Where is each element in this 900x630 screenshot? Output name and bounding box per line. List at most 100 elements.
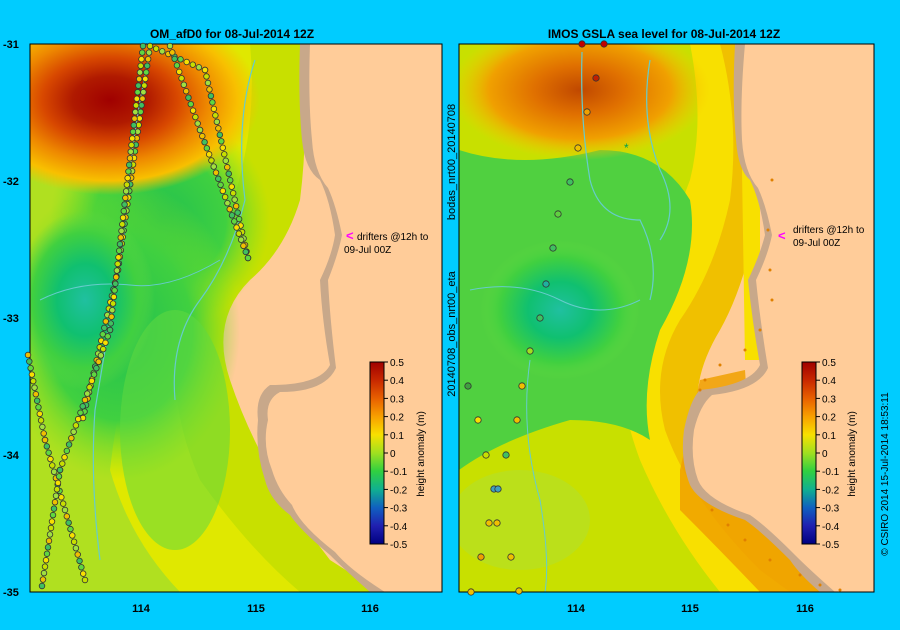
drifter-marker: [97, 352, 105, 359]
drifter-marker: [219, 144, 226, 151]
colorbar-tick-label: 0.4: [822, 376, 836, 387]
drifter-marker: [138, 102, 145, 109]
drifter-marker: [40, 430, 47, 437]
drifter-marker: [109, 306, 116, 314]
x-tick-label: 115: [681, 603, 699, 615]
colorbar-tick-label: -0.5: [822, 540, 840, 551]
drifter-marker: [42, 557, 50, 564]
drifter-marker: [130, 122, 137, 129]
drifter-marker: [467, 588, 475, 596]
drifter-marker: [114, 260, 121, 268]
drifter-marker: [127, 148, 134, 155]
drifter-marker: [134, 89, 141, 96]
right-colorbar: [801, 361, 817, 545]
drifter-marker: [117, 234, 124, 241]
x-tick-label: 116: [361, 603, 379, 615]
drifter-marker: [65, 441, 73, 448]
drifter-marker: [233, 224, 240, 231]
drifter-marker: [139, 95, 146, 102]
drifter-marker: [201, 138, 208, 146]
drifter-marker: [171, 55, 178, 63]
drifter-marker: [52, 492, 60, 499]
drifter-marker: [81, 576, 89, 584]
drifter-marker: [210, 105, 218, 113]
drifter-marker: [201, 66, 209, 74]
left-colorbar: [369, 361, 385, 545]
coastal-marker: [768, 268, 772, 272]
drifter-marker: [99, 345, 107, 353]
drifter-marker: [59, 460, 66, 467]
colorbar-tick-label: 0.2: [390, 413, 404, 424]
drifter-marker: [542, 280, 550, 288]
drifter-marker: [120, 207, 128, 215]
drifter-marker: [222, 157, 229, 164]
drifter-marker: [144, 55, 152, 63]
drifter-marker: [244, 254, 252, 262]
drifter-marker: [27, 364, 34, 372]
drifter-marker: [131, 115, 138, 122]
drifter-marker: [195, 64, 203, 71]
drifter-marker: [574, 144, 582, 152]
drifter-marker: [53, 486, 61, 493]
drifter-marker: [44, 544, 52, 551]
colorbar-tick-label: -0.4: [822, 522, 840, 533]
drifter-marker: [234, 209, 241, 216]
drifter-marker: [502, 451, 510, 459]
y-tick-label: -31: [3, 39, 19, 51]
drifter-marker: [109, 300, 117, 307]
drifter-marker: [124, 174, 131, 182]
drifter-marker: [104, 333, 111, 340]
drifter-marker: [41, 436, 49, 444]
drifter-marker: [212, 112, 219, 119]
left-colorbar-label: height anomaly (m): [416, 411, 427, 497]
coastal-marker: [758, 328, 762, 332]
drifter-marker: [219, 187, 227, 195]
drifter-marker: [138, 56, 145, 63]
drifter-marker: [31, 384, 38, 391]
drifter-marker: [101, 324, 108, 332]
drifter-marker: [135, 75, 143, 83]
drifter-marker: [39, 576, 47, 583]
right-side-label-top: bodas_nrt00_20140708: [446, 104, 458, 220]
drifter-star-icon: *: [624, 141, 629, 155]
drifter-marker: [140, 88, 147, 96]
drifter-marker: [59, 500, 67, 507]
drifter-marker: [513, 416, 521, 424]
drifter-marker: [212, 169, 220, 176]
drifter-marker: [115, 254, 122, 261]
drifter-marker: [224, 199, 231, 207]
colorbar-tick-label: -0.2: [822, 485, 840, 496]
drifter-marker: [106, 326, 114, 334]
drifter-marker: [137, 108, 144, 116]
drifter-marker: [215, 175, 222, 182]
drifter-marker: [110, 293, 118, 301]
drifter-marker: [176, 68, 183, 76]
drifter-marker: [26, 358, 33, 365]
drifter-marker: [237, 236, 245, 243]
coastal-marker: [743, 538, 747, 542]
drifter-marker: [518, 382, 526, 390]
x-tick-label: 116: [796, 603, 814, 615]
drifter-marker: [199, 132, 206, 140]
y-tick-label: -32: [3, 176, 19, 188]
drifter-marker: [102, 339, 109, 346]
drifter-marker: [142, 75, 149, 83]
right-colorbar-label: height anomaly (m): [847, 411, 858, 497]
drifter-marker: [189, 61, 196, 68]
drifter-marker: [554, 210, 562, 218]
drifter-marker: [74, 415, 82, 423]
drifter-marker: [210, 163, 217, 170]
drifter-marker: [69, 532, 76, 539]
coastal-marker: [770, 178, 774, 182]
drifter-marker: [118, 227, 125, 235]
drifter-marker: [50, 468, 58, 476]
drifter-marker: [28, 371, 36, 378]
drifter-marker: [76, 557, 83, 565]
drifter-marker: [228, 183, 235, 190]
drifter-marker: [177, 56, 184, 63]
drifter-marker: [203, 145, 211, 152]
colorbar-tick-label: -0.1: [822, 467, 840, 478]
drifter-marker: [49, 511, 57, 519]
left-drifter-note-line1: drifters @12h to: [357, 232, 429, 243]
